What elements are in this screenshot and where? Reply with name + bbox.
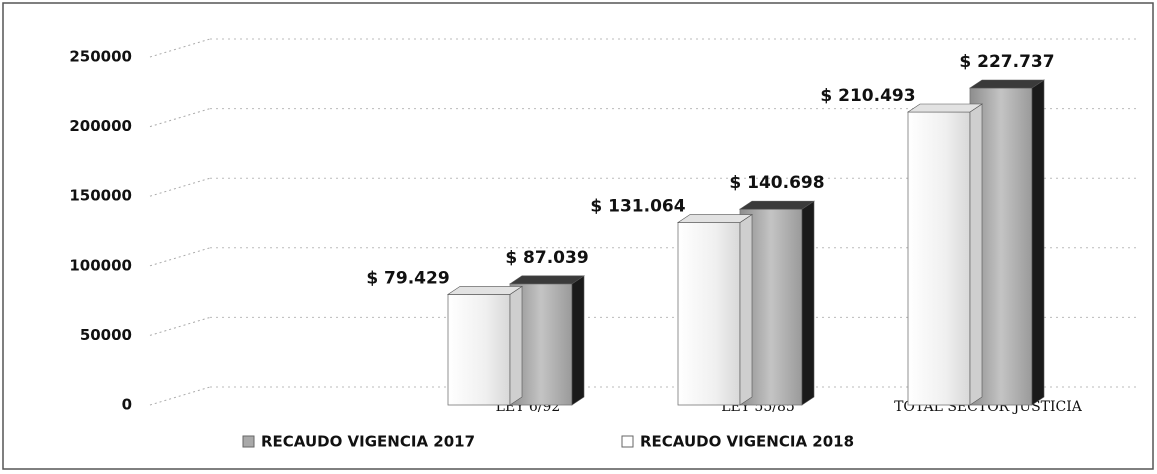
y-tick-label: 150000 — [69, 187, 132, 205]
value-label: $ 140.698 — [729, 173, 824, 193]
tick-mark — [149, 177, 211, 197]
legend-label: RECAUDO VIGENCIA 2017 — [261, 433, 475, 451]
bar-top — [907, 103, 983, 113]
bar-top — [969, 79, 1045, 89]
tick-mark — [149, 247, 211, 267]
bar — [907, 111, 971, 406]
value-label: $ 131.064 — [590, 197, 685, 217]
bar-top — [677, 214, 753, 223]
value-label: $ 87.039 — [505, 248, 588, 268]
bar-side — [801, 200, 815, 406]
legend-swatch — [621, 435, 634, 448]
value-label: $ 210.493 — [820, 86, 915, 106]
bar-top — [509, 275, 585, 285]
value-label: $ 227.737 — [959, 52, 1054, 72]
bar-side — [739, 213, 753, 406]
bar-side — [1031, 79, 1045, 406]
bar-top — [739, 200, 815, 210]
y-tick-label: 250000 — [69, 48, 132, 66]
bar-side — [571, 275, 585, 406]
y-tick-label: 0 — [122, 396, 132, 414]
bar — [677, 222, 741, 406]
y-tick-label: 200000 — [69, 117, 132, 135]
tick-mark — [149, 316, 211, 336]
bar-top — [447, 286, 523, 295]
legend-swatch — [242, 435, 255, 448]
value-label: $ 79.429 — [366, 268, 449, 288]
y-tick-label: 50000 — [80, 326, 132, 344]
tick-mark — [149, 108, 211, 128]
bar-side — [969, 103, 983, 406]
bar-side — [509, 285, 523, 406]
tick-mark — [149, 386, 211, 406]
y-tick-label: 100000 — [69, 256, 132, 274]
legend-label: RECAUDO VIGENCIA 2018 — [640, 433, 854, 451]
bar — [447, 294, 511, 406]
tick-mark — [149, 38, 211, 58]
